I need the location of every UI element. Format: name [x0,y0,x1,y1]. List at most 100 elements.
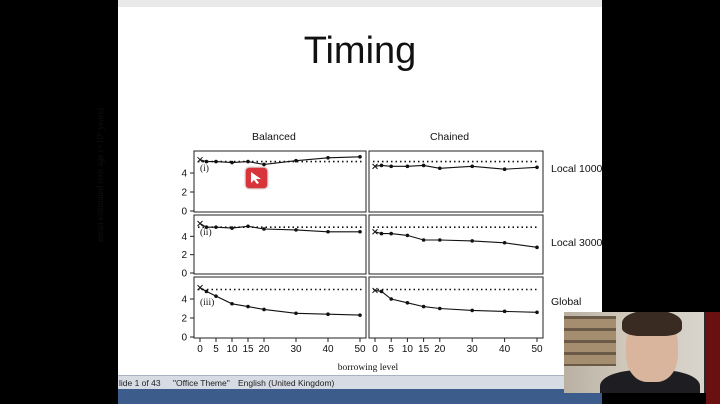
data-point [379,289,384,294]
status-bar: lide 1 of 43 "Office Theme" English (Uni… [118,375,602,390]
data-point [421,238,426,242]
panel-frame [193,214,367,275]
data-point [379,231,384,236]
x-tick-label: 5 [213,344,219,355]
data-point-cross [197,156,203,163]
data-point [535,245,539,250]
panel-label: (i) [200,163,209,174]
data-point [262,227,266,231]
data-point [204,159,209,164]
data-point [246,159,250,164]
y-tick-label: 0 [181,269,187,280]
panel-frame [193,276,367,339]
data-point [535,165,539,170]
data-point [389,231,394,236]
x-tick-label: 20 [258,344,270,355]
x-tick-label: 5 [388,344,394,355]
x-tick-label: 50 [354,344,366,355]
data-point [502,309,507,314]
data-point [294,228,298,232]
x-tick-label: 0 [197,344,203,355]
y-tick-label: 4 [181,295,187,306]
series-line [199,287,361,316]
row-header-local-3000: Local 3000 [551,237,603,249]
data-point [358,313,362,317]
data-point [438,306,442,311]
pointer-button[interactable] [246,168,267,188]
data-point [470,164,475,169]
data-point [214,225,218,229]
data-point [246,224,250,229]
webcam-bookshelf [564,316,616,366]
panel-frame [193,150,367,213]
x-tick-label: 40 [499,344,511,355]
x-tick-label: 20 [434,344,446,355]
y-tick-label: 2 [181,188,187,199]
x-axis-label: borrowing level [338,363,399,373]
series-line [374,231,538,248]
column-header-chained: Chained [430,131,470,143]
panel-label: (ii) [200,227,212,238]
status-slide-counter: lide 1 of 43 [119,378,161,388]
data-point [379,163,384,168]
data-point-cross [372,163,378,170]
data-point [358,229,362,234]
data-point-cross [197,284,203,291]
data-point-cross [372,287,378,294]
data-point [326,156,330,160]
x-tick-label: 15 [242,344,254,355]
x-tick-label: 30 [467,344,479,355]
data-point [214,159,218,164]
x-tick-label: 0 [372,344,378,355]
x-tick-label: 50 [531,344,543,355]
status-language[interactable]: English (United Kingdom) [238,378,335,388]
data-point [405,233,410,238]
row-header-global: Global [551,296,582,308]
data-point [204,225,209,229]
slide-canvas: Timing [118,0,602,375]
data-point [389,164,394,169]
data-point [230,226,234,230]
panel-frame [368,150,544,213]
data-point [230,160,234,165]
row-header-local-1000: Local 1000 [551,163,603,175]
data-point [438,166,442,171]
data-point [326,229,330,234]
data-point-cross [372,228,378,235]
x-tick-label: 10 [402,344,414,355]
cursor-arrow-icon [251,172,261,184]
slide-top-rule [118,0,602,7]
data-point [230,301,234,306]
data-point [405,301,410,305]
data-point [294,311,298,316]
data-point [502,240,507,245]
column-header-balanced: Balanced [252,131,296,143]
y-tick-label: 4 [181,169,187,180]
data-point [326,312,330,317]
series-line [374,289,538,313]
data-point [405,164,410,169]
status-theme: "Office Theme" [173,378,230,388]
series-line [374,164,538,170]
data-point [214,294,218,298]
x-tick-label: 30 [290,344,302,355]
webcam-border-strip [706,312,720,404]
x-tick-label: 15 [418,344,430,355]
data-point [470,239,475,243]
y-tick-label: 2 [181,314,187,325]
slide-title: Timing [303,30,417,72]
panel-label: (iii) [200,297,214,308]
panel-frame [368,214,544,275]
data-point [294,158,298,163]
data-point [389,297,394,301]
data-point [246,304,250,309]
data-point [470,308,475,313]
data-point [262,307,266,312]
y-tick-label: 4 [181,232,187,243]
x-tick-label: 10 [226,344,238,355]
data-point [421,304,426,309]
taskbar [118,389,602,404]
data-point [421,163,426,168]
data-point [535,310,539,315]
